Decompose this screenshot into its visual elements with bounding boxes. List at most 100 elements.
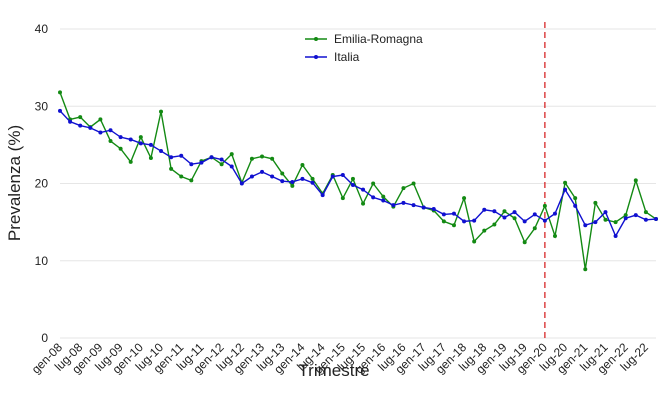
x-axis-title: Trimestre xyxy=(298,361,369,380)
data-point xyxy=(290,179,295,184)
data-point xyxy=(189,162,194,167)
data-point xyxy=(482,228,487,233)
legend-marker xyxy=(314,55,318,59)
data-point xyxy=(401,186,406,191)
data-point xyxy=(148,156,153,161)
data-point xyxy=(270,156,275,161)
data-point xyxy=(361,187,366,192)
data-point xyxy=(654,217,658,222)
legend-label: Emilia-Romagna xyxy=(334,32,423,46)
data-point xyxy=(633,213,638,218)
data-point xyxy=(219,157,224,162)
y-tick-label: 10 xyxy=(35,254,49,268)
data-point xyxy=(603,210,608,215)
data-point xyxy=(623,216,628,221)
data-point xyxy=(108,139,113,144)
data-point xyxy=(623,213,628,218)
data-point xyxy=(492,209,497,214)
data-point xyxy=(340,196,345,201)
y-tick-label: 20 xyxy=(35,177,49,191)
data-point xyxy=(330,174,335,179)
data-point xyxy=(542,218,547,223)
data-point xyxy=(189,178,194,183)
data-point xyxy=(128,137,133,142)
data-point xyxy=(512,216,517,221)
data-point xyxy=(462,219,467,224)
data-point xyxy=(522,240,527,245)
data-point xyxy=(58,108,62,113)
data-point xyxy=(411,181,416,186)
data-point xyxy=(159,149,164,154)
data-point xyxy=(138,135,143,140)
data-point xyxy=(260,154,265,159)
y-axis-title: Prevalenza (%) xyxy=(5,125,24,241)
data-point xyxy=(643,210,648,215)
data-point xyxy=(320,193,325,198)
data-point xyxy=(502,215,507,220)
data-point xyxy=(169,155,174,160)
data-point xyxy=(300,162,305,167)
data-point xyxy=(583,223,588,228)
data-point xyxy=(98,117,103,122)
data-point xyxy=(472,239,477,244)
data-point xyxy=(441,219,446,224)
y-tick-label: 30 xyxy=(35,99,49,113)
data-point xyxy=(280,179,285,184)
data-point xyxy=(613,234,618,239)
series-line xyxy=(59,110,657,238)
data-point xyxy=(350,176,355,181)
data-point xyxy=(451,211,456,216)
data-point xyxy=(462,196,467,201)
data-point xyxy=(128,159,133,164)
data-point xyxy=(391,203,396,208)
data-point xyxy=(451,223,456,228)
data-point xyxy=(633,178,638,183)
data-point xyxy=(290,183,295,188)
data-point xyxy=(249,174,254,179)
data-point xyxy=(229,152,234,157)
data-point xyxy=(199,160,204,165)
data-point xyxy=(583,267,588,272)
data-point xyxy=(482,207,487,212)
data-point xyxy=(350,183,355,188)
y-tick-label: 0 xyxy=(41,331,48,345)
data-point xyxy=(340,173,345,178)
data-point xyxy=(361,201,366,206)
data-point xyxy=(229,164,234,169)
data-point xyxy=(118,146,123,151)
legend-marker xyxy=(314,37,318,41)
data-point xyxy=(573,196,578,201)
data-point xyxy=(179,153,184,158)
data-point xyxy=(603,217,608,222)
data-point xyxy=(643,217,648,222)
data-point xyxy=(148,142,153,147)
data-point xyxy=(512,210,517,215)
data-point xyxy=(563,187,568,192)
data-point xyxy=(249,156,254,161)
data-point xyxy=(169,166,174,171)
data-point xyxy=(310,180,315,185)
data-point xyxy=(310,176,315,181)
data-point xyxy=(542,203,547,208)
data-point xyxy=(209,155,214,160)
data-point xyxy=(411,203,416,208)
data-point xyxy=(371,181,376,186)
data-point xyxy=(441,212,446,217)
data-point xyxy=(613,220,618,225)
data-point xyxy=(260,169,265,174)
data-point xyxy=(108,128,113,133)
data-point xyxy=(401,200,406,205)
y-tick-label: 40 xyxy=(35,22,49,36)
data-point xyxy=(502,209,507,214)
legend-label: Italia xyxy=(334,50,360,64)
data-point xyxy=(118,135,123,140)
data-point xyxy=(593,200,598,205)
data-point xyxy=(78,115,83,120)
data-point xyxy=(219,162,224,167)
data-point xyxy=(159,109,164,114)
data-point xyxy=(88,125,93,130)
data-point xyxy=(58,90,62,95)
data-point xyxy=(472,218,477,223)
data-point xyxy=(179,174,184,179)
data-point xyxy=(522,219,527,224)
